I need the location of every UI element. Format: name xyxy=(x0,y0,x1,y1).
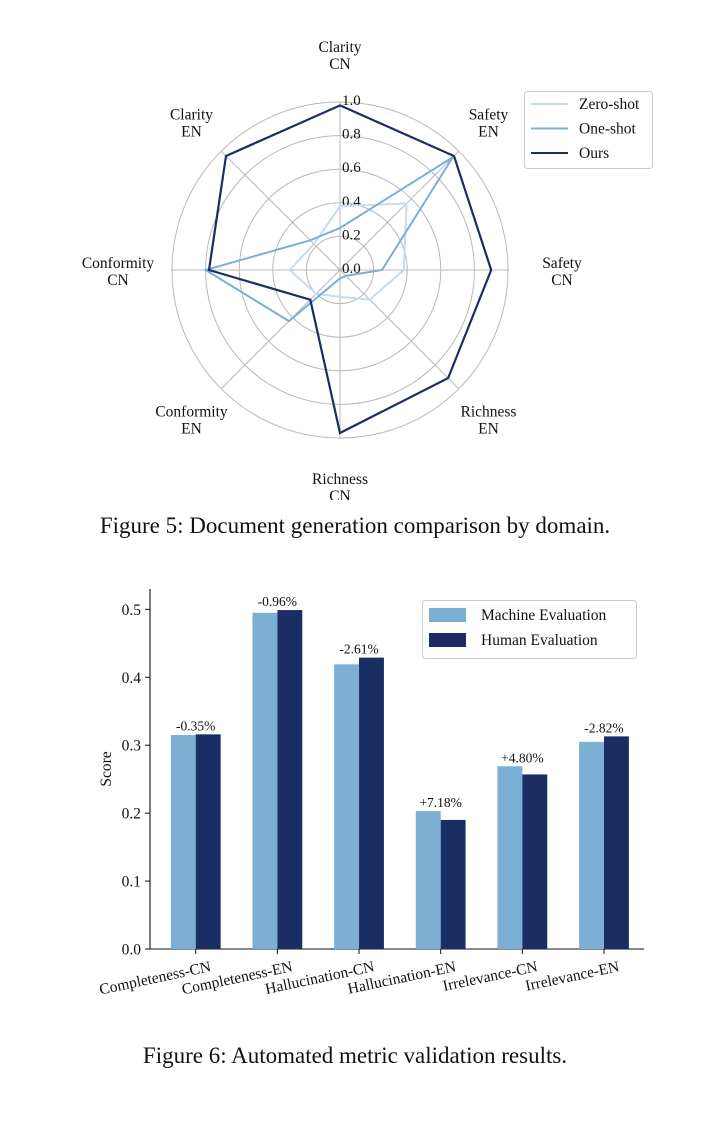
radar-axis-label: Clarity xyxy=(318,39,361,56)
radar-legend-box xyxy=(524,91,653,169)
bar-data-label: -2.61% xyxy=(339,642,378,657)
bar-human-evaluation xyxy=(440,819,466,949)
radar-series-zero-shot xyxy=(288,202,408,301)
radar-axis-label: Safety xyxy=(469,107,509,124)
bar-machine-evaluation xyxy=(170,735,196,949)
radar-chart: 0.00.20.40.60.81.0ClarityCNSafetyENSafet… xyxy=(82,39,653,500)
radar-axis-label: EN xyxy=(181,420,202,437)
bar-legend: Machine Evaluation Human Evaluation xyxy=(422,600,637,659)
radar-spoke xyxy=(220,269,341,390)
radar-series-one-shot xyxy=(203,156,454,323)
bar-y-tick-label: 0.1 xyxy=(122,874,141,891)
bar-y-tick-label: 0.2 xyxy=(122,806,141,823)
radar-axis-label: CN xyxy=(107,272,129,289)
bar-y-tick-label: 0.3 xyxy=(122,738,142,755)
bar-human-evaluation xyxy=(359,657,384,949)
bar-chart: 0.00.10.20.30.40.5Score-0.35%Completenes… xyxy=(98,589,644,999)
radar-axis-label: EN xyxy=(478,420,499,437)
radar-legend-label: One-shot xyxy=(579,121,637,138)
bar-machine-evaluation xyxy=(252,612,278,949)
radar-axis-label: Richness xyxy=(461,403,517,420)
radar-legend-label: Ours xyxy=(579,145,609,162)
bar-human-evaluation xyxy=(277,610,303,949)
bar-human-evaluation xyxy=(195,734,221,949)
bar-data-label: -2.82% xyxy=(584,720,623,735)
radar-spoke xyxy=(220,150,341,271)
radar-tick-label: 0.6 xyxy=(342,160,361,176)
radar-axis-label: EN xyxy=(181,124,202,141)
bar-legend-swatch xyxy=(429,608,466,622)
radar-legend: Zero-shot One-shot Ours xyxy=(524,91,653,169)
radar-tick-label: 0.8 xyxy=(342,127,361,143)
radar-tick-label: 1.0 xyxy=(342,93,361,109)
radar-series-ours xyxy=(207,104,493,435)
bar-x-tick-label: Irrelevance-EN xyxy=(524,958,621,994)
bar-human-evaluation xyxy=(603,736,629,949)
bar-legend-label: Human Evaluation xyxy=(481,632,598,649)
radar-axis-label: EN xyxy=(478,124,499,141)
bar-legend-box xyxy=(422,600,637,659)
bar-machine-evaluation xyxy=(415,811,441,949)
radar-tick-label: 0.2 xyxy=(342,227,361,243)
bar-legend-label: Machine Evaluation xyxy=(481,607,606,624)
radar-tick-label: 0.0 xyxy=(342,261,361,277)
bar-y-tick-label: 0.0 xyxy=(122,942,142,959)
bar-y-tick-label: 0.4 xyxy=(122,670,142,687)
radar-axis-label: Safety xyxy=(542,255,582,272)
bar-machine-evaluation xyxy=(497,766,523,949)
bar-machine-evaluation xyxy=(334,664,360,949)
radar-spoke xyxy=(339,269,460,390)
bar-y-axis-label: Score xyxy=(98,751,115,786)
radar-axis-label: CN xyxy=(329,56,351,73)
bar-machine-evaluation xyxy=(579,741,604,949)
bar-data-label: +4.80% xyxy=(501,750,543,765)
radar-axis-label: Richness xyxy=(312,471,368,488)
bar-y-tick-label: 0.5 xyxy=(122,602,142,619)
figure5-caption: Figure 5: Document generation comparison… xyxy=(99,513,611,538)
radar-axis-label: Conformity xyxy=(155,403,228,420)
bar-x-tick-label: Irrelevance-CN xyxy=(441,958,539,995)
radar-legend-label: Zero-shot xyxy=(579,96,640,113)
bar-data-label: -0.96% xyxy=(258,594,297,609)
bar-data-label: -0.35% xyxy=(176,718,215,733)
radar-axis-label: Conformity xyxy=(82,255,155,272)
radar-axis-label: CN xyxy=(329,488,351,500)
radar-axis-label: CN xyxy=(551,272,573,289)
radar-axis-label: Clarity xyxy=(170,107,213,124)
bar-data-label: +7.18% xyxy=(419,795,461,810)
bar-legend-swatch xyxy=(429,633,466,647)
radar-spoke xyxy=(339,150,460,271)
bar-human-evaluation xyxy=(522,774,548,949)
figure6-caption: Figure 6: Automated metric validation re… xyxy=(142,1043,568,1068)
